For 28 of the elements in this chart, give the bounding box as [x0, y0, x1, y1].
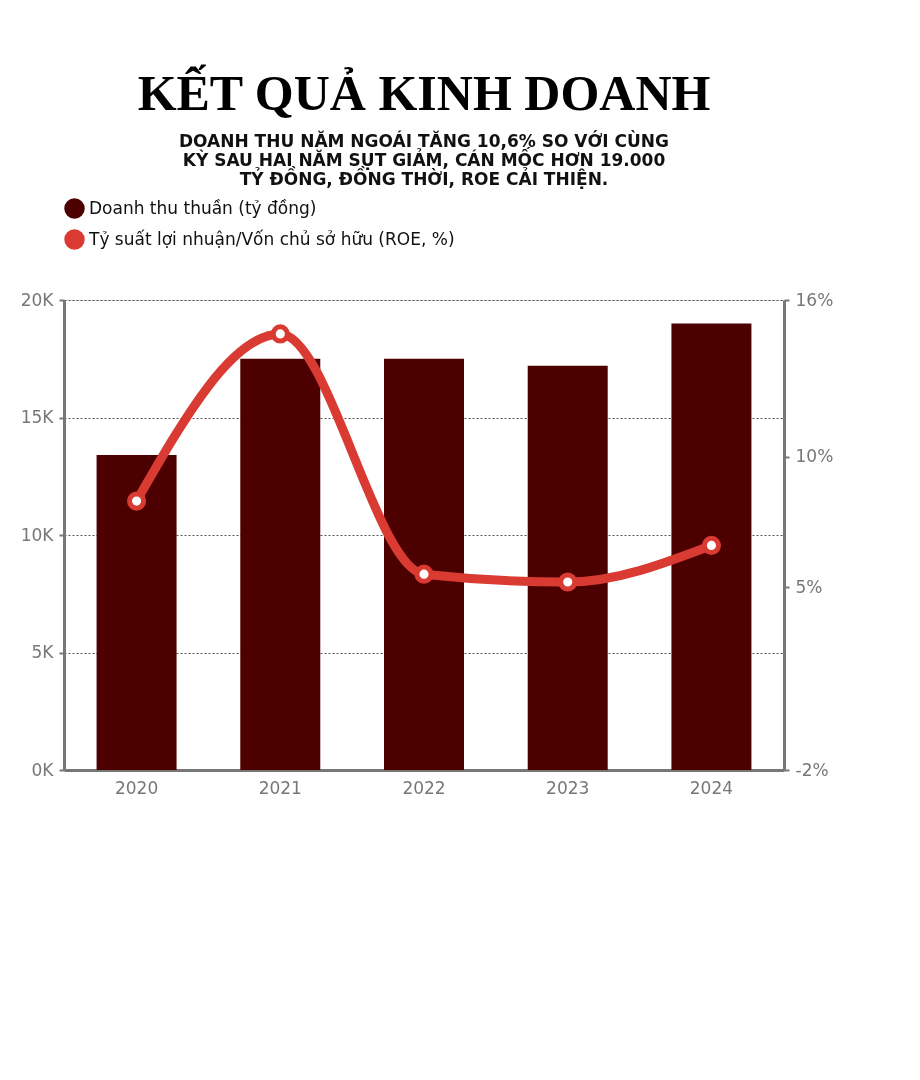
legend-label: Tỷ suất lợi nhuận/Vốn chủ sở hữu (ROE, %)	[88, 228, 455, 249]
point	[558, 572, 578, 592]
chart-subtitle: DOANH THU NĂM NGOÁI TĂNG 10,6% SO VỚI CÙNG KỲ SAU HAI NĂM SỤT GIẢM, CÁN MỐC HƠN 19.000 TỶ ĐỒNG, ĐỒNG THỜI, ROE CẢI THIỆN.	[178, 130, 670, 189]
y-tick-label: 15K	[20, 407, 55, 427]
x-tick-label: 2022	[402, 777, 446, 798]
legend-label: Doanh thu thuần (tỷ đồng)	[89, 197, 317, 218]
x-tick-label: 2023	[546, 777, 590, 798]
y-tick-label: 0K	[31, 759, 55, 780]
y2-tick-label: 10%	[795, 446, 834, 467]
y2-tick-label: -2%	[795, 759, 829, 780]
bar	[671, 323, 752, 770]
x-tick-label: 2024	[689, 777, 734, 798]
bar	[96, 455, 177, 770]
point	[414, 564, 434, 584]
x-tick-label: 2020	[114, 777, 159, 798]
y2-tick-label: 16%	[795, 289, 834, 310]
bar	[240, 358, 321, 770]
point	[127, 491, 147, 511]
point	[270, 324, 290, 344]
bar	[384, 358, 464, 770]
y2-tick-label: 5%	[795, 576, 823, 597]
chart-title: KẾT QUẢ KINH DOANH	[137, 64, 711, 121]
point	[701, 535, 721, 555]
y-tick-label: 5K	[31, 642, 55, 662]
y-tick-label: 10K	[20, 524, 55, 545]
x-tick-label: 2021	[258, 777, 302, 798]
bar	[527, 365, 608, 770]
y-tick-label: 20K	[20, 289, 55, 310]
